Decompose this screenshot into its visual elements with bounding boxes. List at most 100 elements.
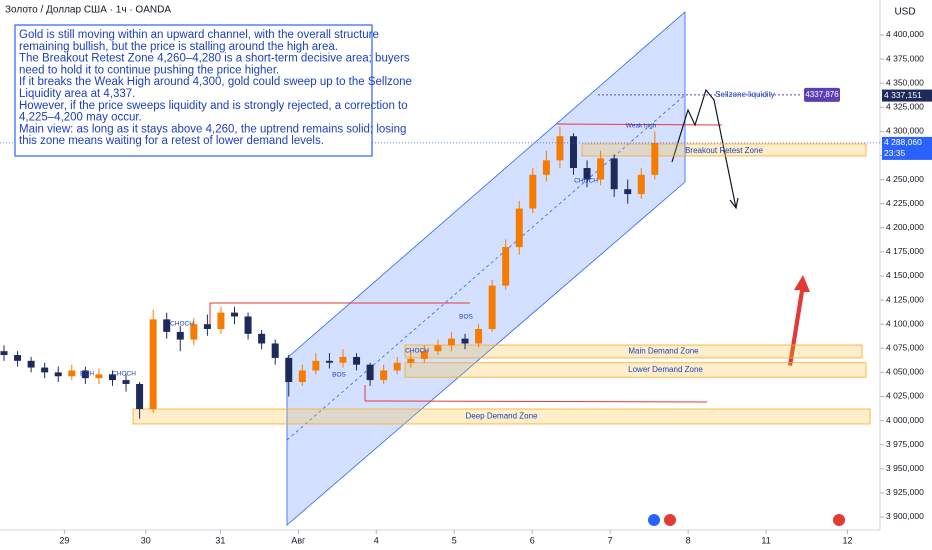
candle-body	[393, 362, 401, 371]
candle-body	[447, 338, 455, 346]
candle-body	[81, 370, 89, 379]
candle-body	[366, 364, 374, 381]
candle-body	[41, 367, 49, 373]
candle-body	[624, 189, 632, 195]
candle-body	[136, 383, 144, 410]
projection-path	[671, 88, 737, 209]
annotation-line: Gold is still moving within an upward ch…	[19, 29, 379, 41]
annotation-line: remaining bullish, but the price is stal…	[19, 41, 338, 53]
candle-body	[502, 247, 510, 286]
up-arrow	[788, 275, 810, 366]
level-line	[364, 400, 708, 403]
sellzone-value: 4337,876	[805, 90, 839, 99]
y-tick-label: 4 375,000	[886, 53, 924, 63]
annotation-line: If it breaks the Weak High around 4,300,…	[19, 76, 412, 88]
x-tick-label: 8	[686, 535, 691, 545]
y-tick-label: 4 250,000	[886, 174, 924, 184]
annotation-line: Main view: as long as it stays above 4,2…	[19, 123, 406, 135]
candle-body	[244, 316, 252, 334]
candle-body	[108, 374, 116, 381]
annotation-line: Liquidity area at 4,337.	[19, 88, 135, 100]
x-tick-label: 30	[141, 535, 151, 545]
x-tick-label: 11	[761, 535, 770, 545]
y-tick-label: 4 200,000	[886, 222, 924, 232]
candle-body	[380, 370, 388, 381]
x-tick-label: 5	[452, 535, 457, 545]
candle-body	[149, 319, 157, 410]
candle-body	[231, 312, 239, 317]
structure-label: CHOCH	[112, 371, 136, 378]
candle-body	[217, 312, 225, 330]
zone-label: Main Demand Zone	[628, 347, 699, 356]
structure-label: BOS	[332, 372, 346, 379]
candle-body	[407, 358, 415, 363]
candle-body	[122, 380, 130, 384]
candle-body	[637, 174, 645, 195]
structure-label: CHOCH	[574, 178, 598, 185]
y-tick-label: 4 075,000	[886, 343, 924, 353]
y-tick-label: 4 125,000	[886, 294, 924, 304]
sellzone-box	[804, 87, 840, 102]
y-tick-label: 4 025,000	[886, 391, 924, 401]
candle-body	[529, 174, 537, 209]
channel	[286, 11, 686, 526]
candle-body	[610, 158, 618, 190]
candle-body	[325, 360, 333, 363]
candle-body	[651, 142, 659, 175]
price-label-box	[882, 89, 932, 102]
zone-label: Lower Demand Zone	[628, 365, 703, 374]
structure-label: EQH	[80, 371, 94, 378]
y-tick-label: 3 925,000	[886, 487, 924, 497]
annotation-line: However, if the price sweeps liquidity a…	[19, 100, 408, 112]
candle-body	[583, 168, 591, 180]
candle-body	[569, 136, 577, 169]
y-tick-label: 4 325,000	[886, 102, 924, 112]
zone-label: Deep Demand Zone	[465, 412, 538, 421]
event-icon	[833, 514, 845, 526]
candle-body	[312, 360, 320, 371]
currency: USD	[894, 7, 915, 18]
price-label-time: 23:35	[884, 148, 906, 158]
annotation-line: need to hold it to continue pushing the …	[19, 64, 279, 76]
y-tick-label: 3 950,000	[886, 463, 924, 473]
candle-body	[68, 370, 76, 377]
event-icon	[664, 514, 676, 526]
price-label-box	[882, 136, 932, 160]
candle-body	[285, 357, 293, 383]
candle-body	[54, 372, 62, 377]
candle-body	[353, 356, 361, 365]
y-tick-label: 4 350,000	[886, 77, 924, 87]
structure-label: BOS	[459, 314, 473, 321]
candle-body	[95, 374, 103, 379]
x-tick-label: 29	[59, 535, 69, 545]
candle-body	[420, 351, 428, 359]
structure-label: Weak high	[626, 123, 657, 130]
y-tick-label: 4 150,000	[886, 270, 924, 280]
candle-body	[488, 285, 496, 330]
candle-body	[163, 319, 171, 332]
channel-midline	[286, 94, 686, 441]
y-tick-label: 3 975,000	[886, 439, 924, 449]
candle-body	[475, 329, 483, 344]
structure-label: CHOCH	[170, 321, 194, 328]
sellzone-label: Sellzone liquidity	[715, 90, 775, 99]
y-tick-label: 4 300,000	[886, 126, 924, 136]
candle-body	[298, 370, 306, 383]
x-tick-label: 12	[842, 535, 852, 545]
x-tick-label: 6	[530, 535, 535, 545]
chart-title: Золото / Доллар США · 1ч · OANDA	[5, 5, 171, 16]
y-tick-label: 3 900,000	[886, 511, 924, 521]
zone	[404, 344, 863, 359]
x-tick-label: 4	[374, 535, 379, 545]
price-label: 4 337,151	[884, 90, 922, 100]
annotation-line: this zone means waiting for a retest of …	[19, 135, 324, 147]
candle-body	[556, 136, 564, 161]
zone	[404, 362, 867, 378]
candle-body	[176, 331, 184, 340]
candle-body	[203, 324, 211, 330]
event-icon	[648, 514, 660, 526]
candle-body	[339, 356, 347, 363]
candle-body	[542, 160, 550, 175]
candle-body	[14, 355, 22, 361]
